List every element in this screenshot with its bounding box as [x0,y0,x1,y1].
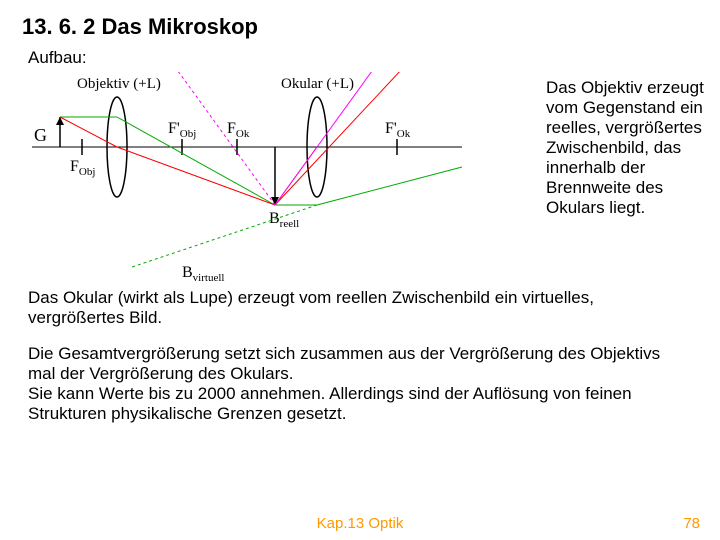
svg-text:F'Ok: F'Ok [385,120,411,140]
svg-text:F'Obj: F'Obj [168,120,196,140]
svg-text:Okular (+L): Okular (+L) [281,76,354,92]
paragraph-okular: Das Okular (wirkt als Lupe) erzeugt vom … [28,288,692,328]
svg-text:FOk: FOk [227,120,250,140]
side-explanation: Das Objektiv erzeugt vom Gegenstand ein … [522,72,704,218]
paragraph-gesamt: Die Gesamtvergrößerung setzt sich zusamm… [28,344,692,424]
svg-text:Bvirtuell: Bvirtuell [182,264,224,282]
svg-text:FObj: FObj [70,158,95,178]
heading: 13. 6. 2 Das Mikroskop [22,14,698,40]
footer-page-number: 78 [683,515,700,532]
footer-chapter: Kap.13 Optik [0,515,720,532]
svg-text:Objektiv (+L): Objektiv (+L) [77,76,161,92]
optics-diagram: G Objektiv (+L) Okular (+L) FObj F'Obj FOk F'O… [22,72,522,282]
aufbau-label: Aufbau: [28,48,698,68]
svg-text:G: G [34,125,47,145]
svg-text:Breell: Breell [269,210,299,230]
